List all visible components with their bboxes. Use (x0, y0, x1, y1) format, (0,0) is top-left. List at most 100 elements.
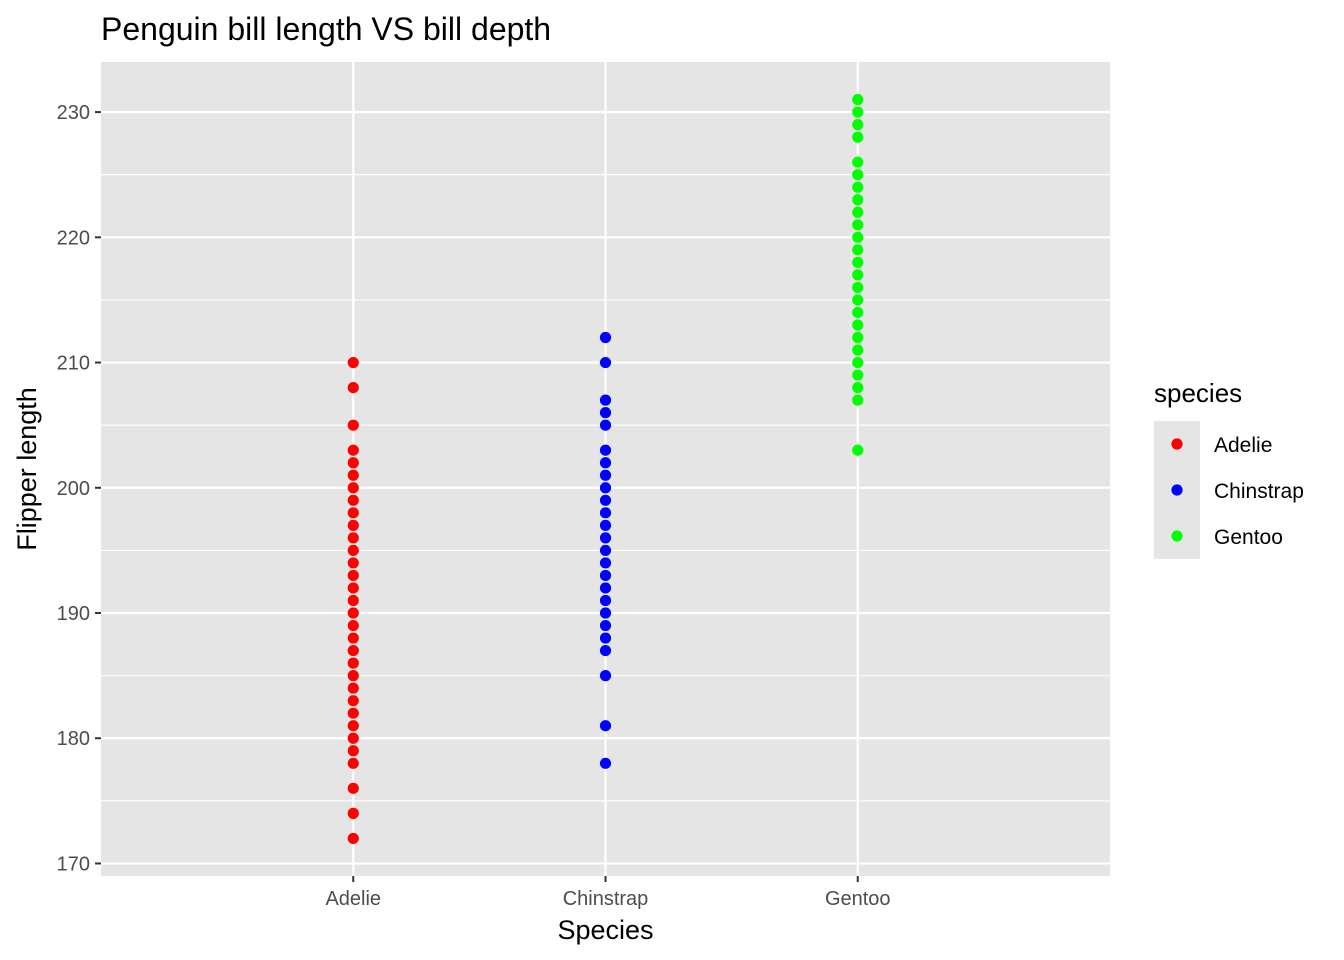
data-point-chinstrap (599, 507, 612, 519)
data-point-adelie (347, 782, 359, 794)
data-point-adelie (347, 419, 359, 431)
data-point-adelie (347, 544, 359, 557)
data-point-chinstrap (599, 444, 612, 456)
data-point-adelie (347, 557, 359, 569)
legend-title: species (1154, 378, 1242, 408)
y-tick-label: 230 (57, 102, 90, 124)
data-point-gentoo (852, 206, 864, 218)
data-point-chinstrap (599, 607, 612, 619)
data-point-chinstrap (599, 519, 612, 531)
y-tick-label: 170 (57, 853, 90, 875)
data-point-adelie (347, 657, 359, 669)
x-tick-label: Gentoo (825, 888, 891, 910)
data-point-adelie (347, 807, 359, 819)
y-tick-label: 220 (57, 227, 90, 249)
legend-label: Gentoo (1214, 526, 1283, 549)
x-tick-label: Chinstrap (563, 888, 649, 910)
x-tick-label: Adelie (325, 888, 381, 910)
data-point-adelie (347, 532, 359, 544)
data-point-gentoo (852, 219, 864, 231)
data-point-adelie (347, 670, 359, 682)
legend-key-chinstrap (1171, 484, 1183, 496)
data-point-chinstrap (599, 544, 612, 557)
data-point-gentoo (852, 306, 864, 319)
data-point-chinstrap (599, 331, 612, 344)
data-point-gentoo (852, 382, 864, 394)
data-point-gentoo (852, 369, 864, 381)
data-point-adelie (347, 695, 359, 707)
data-point-adelie (347, 832, 359, 845)
data-point-chinstrap (599, 619, 612, 632)
data-point-chinstrap (599, 407, 612, 419)
legend-key-gentoo (1171, 530, 1183, 542)
data-point-adelie (347, 757, 359, 769)
y-axis: 170 180 190 200 210 220 230 (57, 102, 101, 875)
data-point-gentoo (852, 93, 864, 106)
data-point-chinstrap (599, 356, 612, 369)
data-point-chinstrap (599, 757, 612, 769)
data-point-gentoo (852, 119, 864, 131)
data-point-chinstrap (599, 594, 612, 607)
data-point-adelie (347, 482, 359, 494)
data-point-chinstrap (599, 482, 612, 494)
y-axis-title: Flipper length (12, 387, 42, 551)
legend-label: Adelie (1214, 434, 1272, 457)
data-point-gentoo (852, 294, 864, 306)
data-point-adelie (347, 444, 359, 456)
data-point-gentoo (852, 281, 864, 294)
data-point-gentoo (852, 356, 864, 369)
data-point-gentoo (852, 394, 864, 406)
data-point-chinstrap (599, 419, 612, 431)
data-point-chinstrap (599, 670, 612, 682)
data-point-chinstrap (599, 457, 612, 469)
data-point-chinstrap (599, 644, 612, 657)
data-point-adelie (347, 507, 359, 519)
chart-title: Penguin bill length VS bill depth (101, 11, 551, 47)
data-point-chinstrap (599, 469, 612, 481)
data-point-chinstrap (599, 632, 612, 644)
data-point-gentoo (852, 269, 864, 281)
data-point-adelie (347, 469, 359, 481)
x-axis: Adelie Chinstrap Gentoo (325, 876, 891, 910)
data-point-chinstrap (599, 494, 612, 506)
data-point-gentoo (852, 194, 864, 206)
data-point-gentoo (852, 319, 864, 331)
data-point-adelie (347, 582, 359, 594)
data-point-gentoo (852, 156, 864, 168)
data-point-gentoo (852, 444, 864, 456)
y-tick-label: 210 (57, 353, 90, 375)
data-point-gentoo (852, 106, 864, 118)
data-point-adelie (347, 569, 359, 582)
data-point-adelie (347, 519, 359, 531)
data-point-adelie (347, 382, 359, 394)
data-point-gentoo (852, 344, 864, 356)
data-point-gentoo (852, 169, 864, 181)
data-point-chinstrap (599, 582, 612, 594)
data-point-adelie (347, 707, 359, 719)
legend-key-adelie (1171, 438, 1183, 450)
data-point-chinstrap (599, 557, 612, 569)
data-point-adelie (347, 720, 359, 732)
data-point-gentoo (852, 181, 864, 193)
data-point-adelie (347, 732, 359, 744)
data-point-adelie (347, 745, 359, 757)
legend-label: Chinstrap (1214, 480, 1304, 503)
y-tick-label: 180 (57, 728, 90, 750)
data-point-gentoo (852, 131, 864, 143)
data-point-adelie (347, 644, 359, 657)
data-point-gentoo (852, 256, 864, 268)
data-point-chinstrap (599, 569, 612, 582)
data-point-adelie (347, 682, 359, 694)
data-point-gentoo (852, 244, 864, 256)
legend: species Adelie Chinstrap Gentoo (1154, 378, 1304, 559)
data-point-gentoo (852, 231, 864, 243)
data-point-adelie (347, 457, 359, 469)
y-tick-label: 200 (57, 478, 90, 500)
data-point-adelie (347, 607, 359, 619)
data-points (347, 93, 864, 845)
data-point-adelie (347, 494, 359, 506)
x-axis-title: Species (557, 915, 653, 945)
data-point-gentoo (852, 331, 864, 344)
data-point-chinstrap (599, 532, 612, 544)
